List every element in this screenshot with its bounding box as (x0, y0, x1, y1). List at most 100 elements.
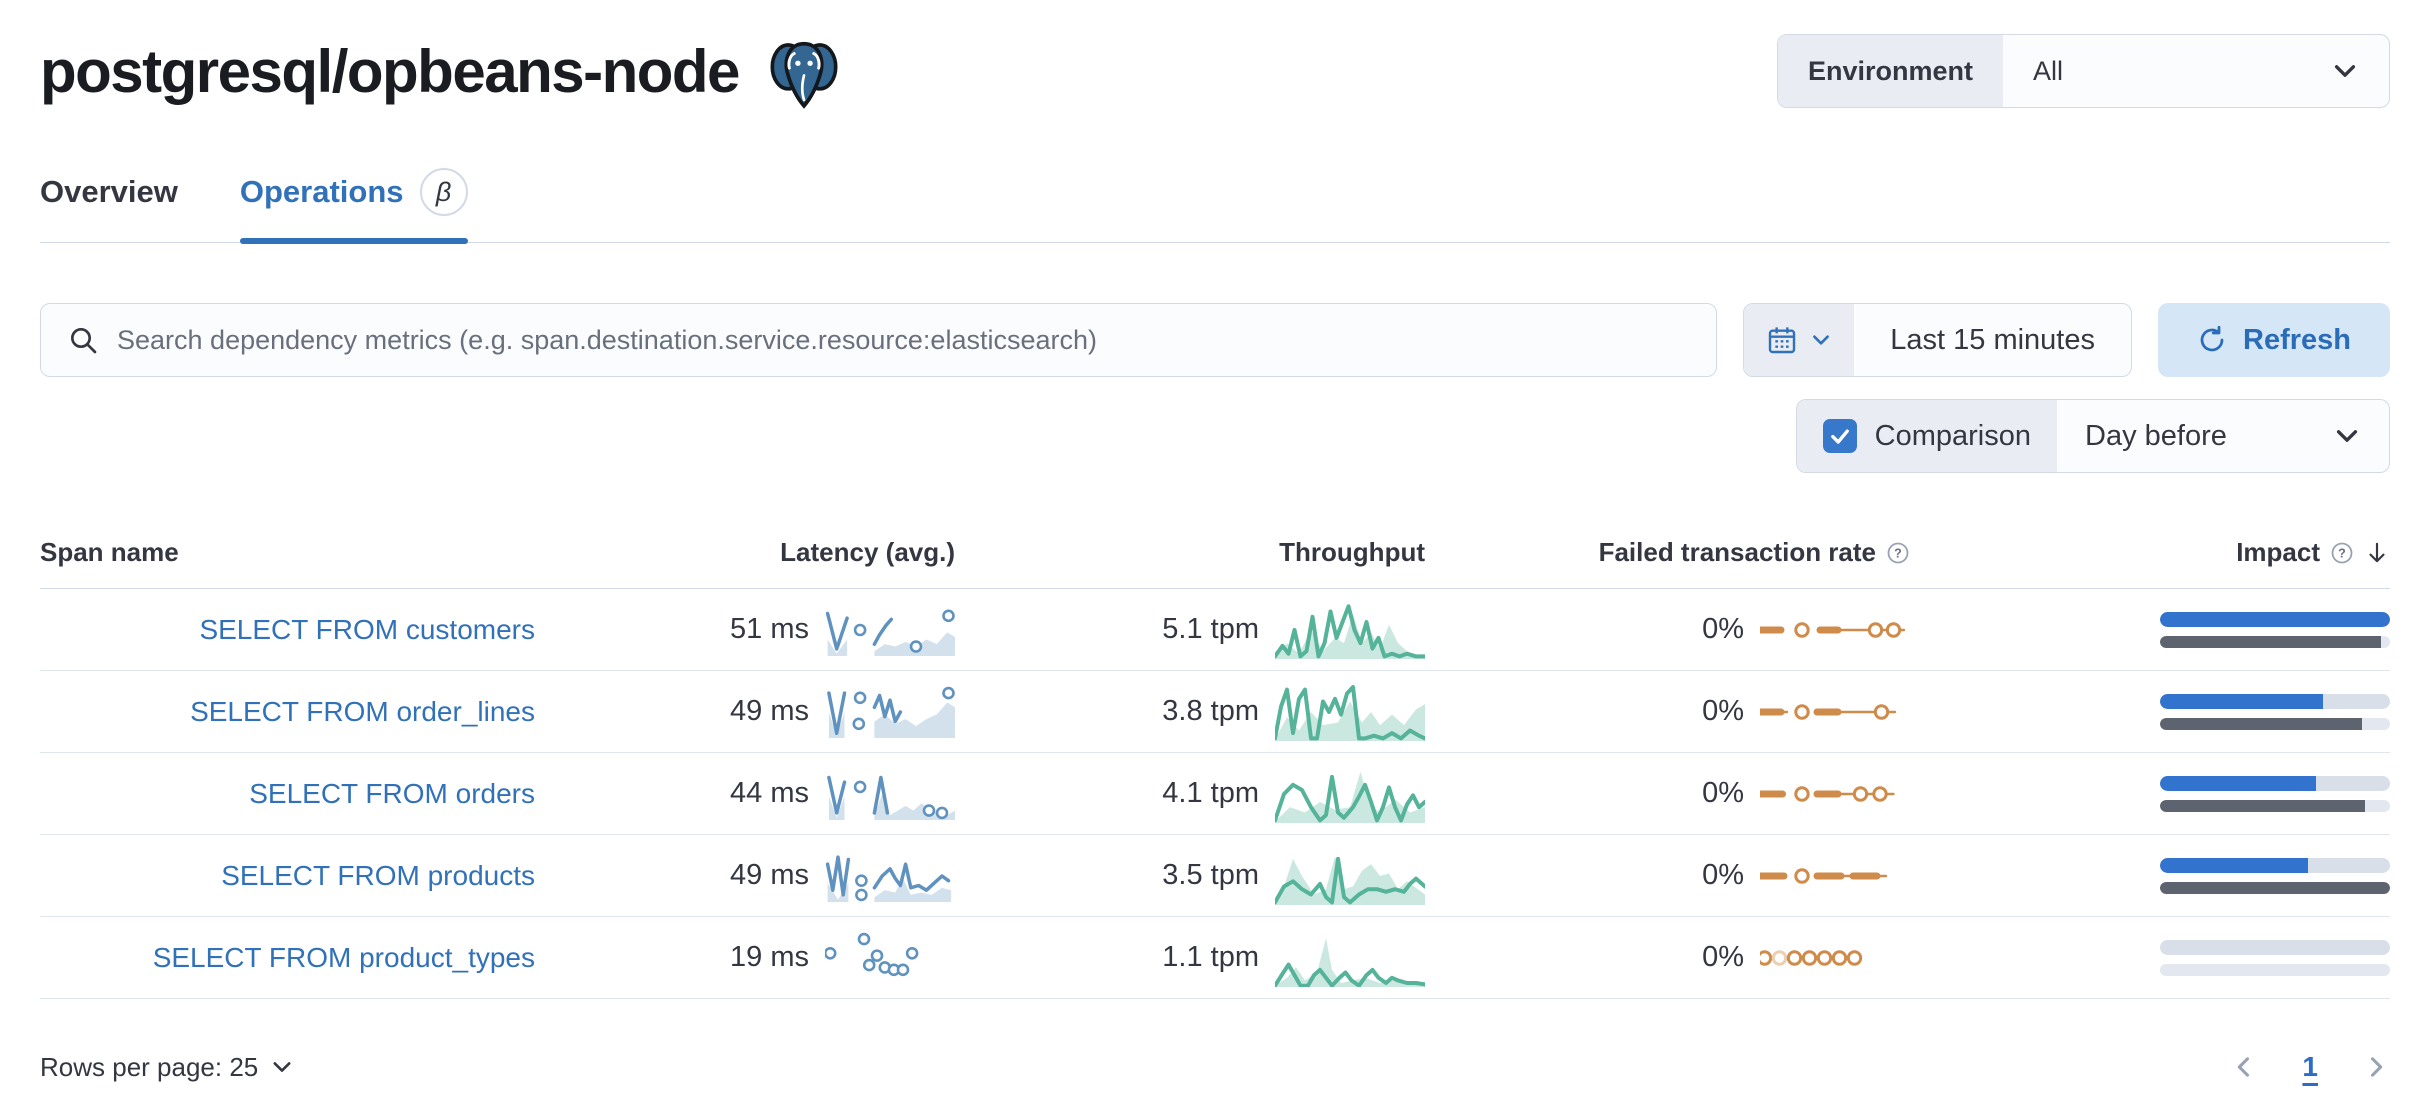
page-header: postgresql/opbeans-node Environment All (40, 0, 2390, 112)
impact-current-bar (2160, 611, 2390, 627)
latency-sparkline (825, 609, 955, 656)
column-header-span-name: Span name (40, 537, 179, 567)
search-box (40, 303, 1718, 377)
latency-sparkline (827, 775, 955, 820)
impact-bars (2160, 857, 2390, 894)
environment-value: All (2033, 55, 2064, 86)
throughput-sparkline (1275, 771, 1425, 823)
refresh-icon (2197, 325, 2227, 355)
failed-rate-value: 0% (1702, 859, 1744, 891)
tab-overview-label: Overview (40, 174, 178, 209)
table-row: SELECT FROM customers 51 ms 5.1 tpm 0% (40, 589, 2390, 671)
table-row: SELECT FROM products 49 ms 3.5 tpm 0% (40, 835, 2390, 917)
throughput-value: 5.1 tpm (1162, 613, 1259, 645)
chevron-down-icon (270, 1055, 294, 1079)
failed-rate-sparkline (1760, 621, 1906, 638)
failed-rate-value: 0% (1702, 777, 1744, 809)
column-header-throughput[interactable]: Throughput (955, 537, 1425, 568)
tab-operations-label: Operations (239, 174, 404, 209)
environment-select[interactable]: All (2003, 35, 2389, 107)
latency-value: 51 ms (730, 613, 809, 645)
help-icon: ? (1886, 541, 1910, 565)
table-row: SELECT FROM orders 44 ms 4.1 tpm 0% (40, 753, 2390, 835)
table-row: SELECT FROM order_lines 49 ms 3.8 tpm 0% (40, 671, 2390, 753)
throughput-value: 4.1 tpm (1162, 777, 1259, 809)
calendar-icon (1766, 324, 1798, 356)
help-icon: ? (2330, 541, 2354, 565)
table-body: SELECT FROM customers 51 ms 5.1 tpm 0% S… (40, 589, 2390, 999)
rows-per-page-button[interactable]: Rows per page: 25 (40, 1052, 294, 1083)
throughput-sparkline (1275, 855, 1425, 905)
span-name-link[interactable]: SELECT FROM products (221, 859, 535, 891)
throughput-sparkline (1275, 684, 1425, 741)
throughput-value: 1.1 tpm (1162, 941, 1259, 973)
span-name-link[interactable]: SELECT FROM product_types (152, 941, 535, 973)
failed-rate-value: 0% (1702, 941, 1744, 973)
impact-current-bar (2160, 857, 2390, 873)
latency-value: 49 ms (730, 695, 809, 727)
tab-bar: Overview Operations β (40, 168, 2390, 244)
search-input[interactable] (117, 324, 1691, 356)
tab-overview[interactable]: Overview (40, 168, 178, 242)
failed-rate-sparkline (1760, 867, 1888, 884)
environment-filter: Environment All (1776, 34, 2390, 108)
column-header-impact[interactable]: Impact ? (1910, 537, 2390, 568)
chevron-down-icon (1810, 329, 1832, 351)
comparison-checkbox[interactable] (1822, 419, 1857, 453)
environment-label: Environment (1777, 35, 2003, 107)
column-header-failed-rate[interactable]: Failed transaction rate ? (1425, 537, 1910, 568)
beta-badge: β (419, 168, 468, 216)
impact-bars (2160, 939, 2390, 976)
svg-text:?: ? (1894, 546, 1902, 560)
latency-sparkline (827, 686, 955, 738)
latency-sparkline (825, 932, 919, 976)
page-number-1[interactable]: 1 (2302, 1051, 2318, 1082)
column-header-latency[interactable]: Latency (avg.) (535, 537, 955, 568)
operations-table: Span name Latency (avg.) Throughput Fail… (40, 537, 2390, 999)
comparison-label[interactable]: Comparison (1874, 419, 2031, 452)
impact-current-bar (2160, 775, 2390, 791)
throughput-header-label: Throughput (1279, 537, 1425, 567)
comparison-toolbar: Comparison Day before (40, 399, 2390, 473)
impact-current-bar (2160, 939, 2390, 955)
impact-current-bar (2160, 693, 2390, 709)
impact-previous-bar (2160, 963, 2390, 976)
table-header-row: Span name Latency (avg.) Throughput Fail… (40, 537, 2390, 589)
sort-descending-icon (2364, 540, 2390, 566)
toolbar: Last 15 minutes Refresh (40, 303, 2390, 377)
table-footer: Rows per page: 25 1 (40, 1051, 2390, 1104)
failed-rate-value: 0% (1702, 613, 1744, 645)
pagination: 1 (2230, 1051, 2390, 1083)
next-page-button[interactable] (2362, 1053, 2390, 1081)
failed-rate-sparkline (1760, 949, 1863, 966)
failed-rate-sparkline (1760, 785, 1895, 802)
impact-bars (2160, 611, 2390, 648)
previous-page-button[interactable] (2230, 1053, 2258, 1081)
rows-per-page-label: Rows per page: 25 (40, 1051, 259, 1082)
impact-previous-bar (2160, 799, 2390, 812)
failed-rate-header-label: Failed transaction rate (1598, 537, 1876, 567)
latency-value: 49 ms (730, 859, 809, 891)
search-icon (67, 324, 99, 356)
latency-value: 44 ms (730, 777, 809, 809)
span-name-link[interactable]: SELECT FROM orders (249, 777, 535, 809)
throughput-sparkline (1275, 937, 1425, 987)
page-title: postgresql/opbeans-node (40, 37, 740, 105)
chevron-down-icon (2331, 57, 2359, 85)
refresh-button[interactable]: Refresh (2158, 303, 2390, 377)
time-range-button[interactable]: Last 15 minutes (1890, 323, 2095, 356)
span-name-link[interactable]: SELECT FROM order_lines (190, 695, 535, 727)
failed-rate-sparkline (1760, 703, 1897, 720)
impact-previous-bar (2160, 717, 2390, 730)
span-name-link[interactable]: SELECT FROM customers (199, 613, 535, 645)
date-picker-menu-button[interactable] (1744, 304, 1855, 376)
tab-operations[interactable]: Operations β (239, 168, 468, 244)
impact-header-label: Impact (2236, 537, 2320, 567)
impact-bars (2160, 775, 2390, 812)
svg-text:?: ? (2338, 546, 2346, 560)
comparison-select[interactable]: Day before (2057, 400, 2389, 472)
throughput-value: 3.8 tpm (1162, 695, 1259, 727)
refresh-label: Refresh (2243, 323, 2351, 356)
throughput-value: 3.5 tpm (1162, 859, 1259, 891)
